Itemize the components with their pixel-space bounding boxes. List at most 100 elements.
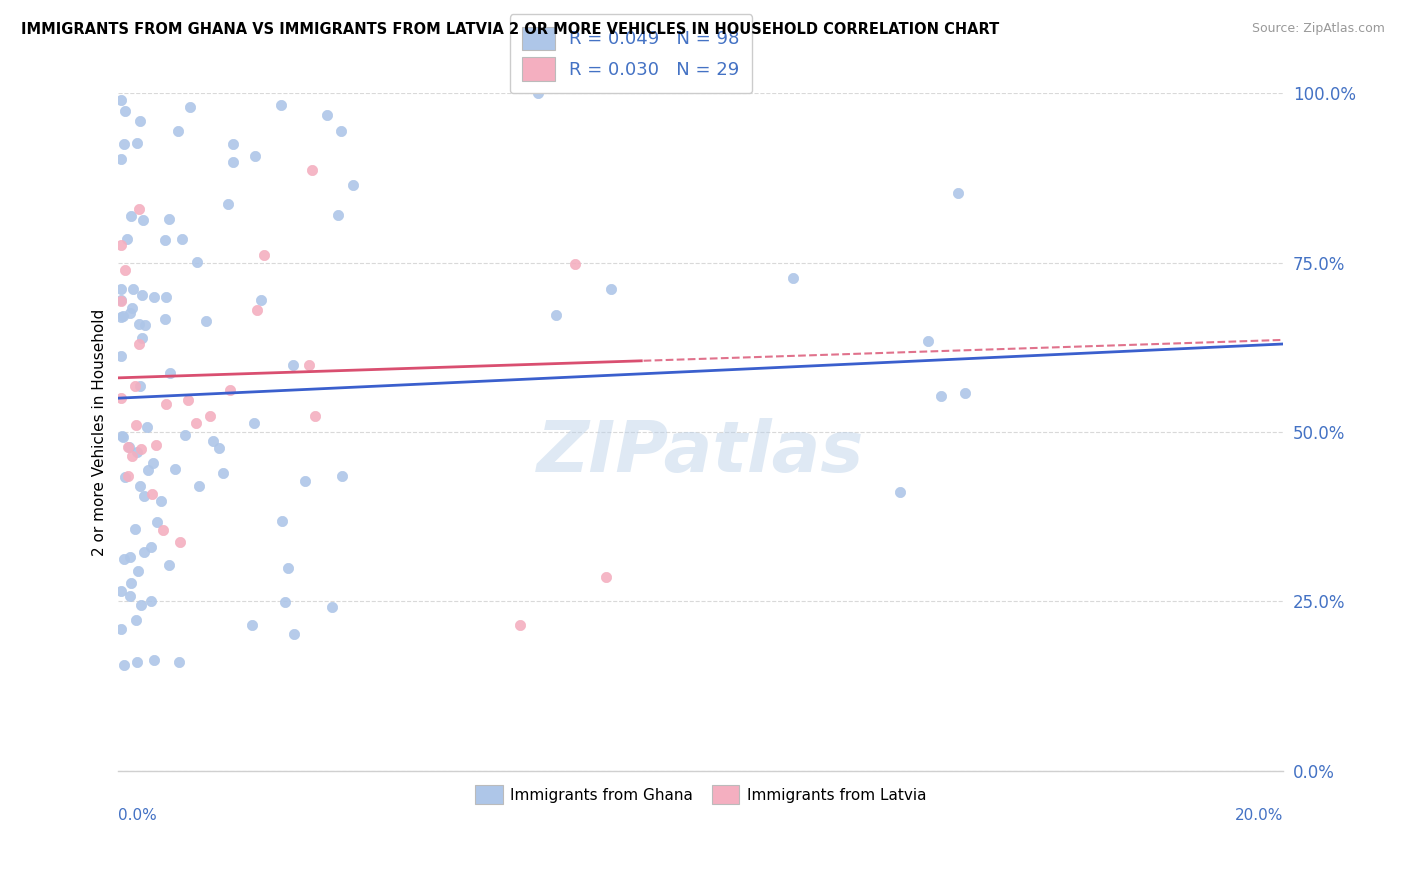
Point bbox=[129, 114, 152, 128]
Point bbox=[132, 213, 155, 227]
Point bbox=[120, 575, 142, 590]
Point bbox=[330, 123, 353, 137]
Point bbox=[110, 294, 132, 309]
Point bbox=[316, 108, 339, 122]
Point bbox=[321, 599, 343, 614]
Point bbox=[342, 178, 364, 192]
Point bbox=[195, 314, 218, 328]
Point bbox=[929, 389, 952, 403]
Point bbox=[149, 493, 172, 508]
Point bbox=[110, 310, 132, 325]
Point bbox=[110, 428, 132, 442]
Point bbox=[121, 449, 143, 463]
Point bbox=[174, 427, 197, 442]
Point bbox=[200, 409, 222, 424]
Point bbox=[129, 442, 152, 456]
Point bbox=[127, 445, 149, 459]
Point bbox=[120, 549, 142, 564]
Point bbox=[145, 438, 167, 452]
Point bbox=[115, 232, 138, 246]
Point bbox=[157, 212, 180, 227]
Point bbox=[184, 416, 207, 430]
Point bbox=[125, 656, 148, 670]
Point bbox=[135, 420, 157, 434]
Point bbox=[169, 656, 191, 670]
Point bbox=[110, 584, 132, 599]
Point bbox=[124, 522, 146, 536]
Point bbox=[159, 366, 181, 380]
Point bbox=[112, 137, 135, 152]
Point bbox=[110, 622, 132, 636]
Point bbox=[127, 136, 149, 150]
Point bbox=[131, 330, 153, 344]
Point bbox=[141, 487, 163, 501]
Point bbox=[889, 485, 911, 500]
Point bbox=[110, 293, 132, 307]
Point bbox=[330, 469, 353, 483]
Point bbox=[564, 257, 586, 271]
Point bbox=[274, 595, 297, 609]
Point bbox=[111, 430, 134, 444]
Point bbox=[153, 312, 176, 326]
Point bbox=[129, 479, 152, 493]
Point bbox=[222, 136, 245, 151]
Point bbox=[110, 282, 132, 296]
Point bbox=[270, 98, 292, 112]
Point bbox=[172, 232, 194, 246]
Point bbox=[243, 416, 266, 430]
Point bbox=[121, 282, 143, 296]
Point bbox=[110, 237, 132, 252]
Point bbox=[129, 599, 152, 613]
Point bbox=[271, 515, 294, 529]
Point bbox=[222, 155, 245, 169]
Point bbox=[166, 124, 188, 138]
Point bbox=[527, 87, 550, 101]
Text: 20.0%: 20.0% bbox=[1234, 808, 1284, 823]
Point bbox=[110, 391, 132, 405]
Point bbox=[202, 434, 225, 448]
Point bbox=[217, 197, 239, 211]
Point bbox=[125, 613, 148, 627]
Point bbox=[134, 490, 156, 504]
Point bbox=[114, 104, 136, 119]
Point bbox=[117, 468, 139, 483]
Point bbox=[782, 270, 804, 285]
Point bbox=[146, 515, 169, 529]
Point bbox=[212, 466, 235, 480]
Point bbox=[544, 309, 567, 323]
Point bbox=[179, 100, 201, 114]
Point bbox=[153, 233, 176, 247]
Point bbox=[120, 589, 142, 603]
Point bbox=[110, 349, 132, 363]
Point bbox=[111, 309, 134, 323]
Point bbox=[127, 564, 149, 578]
Point bbox=[509, 618, 531, 632]
Point bbox=[298, 358, 321, 372]
Point bbox=[245, 302, 267, 317]
Point bbox=[301, 163, 323, 178]
Point bbox=[112, 551, 135, 566]
Point bbox=[139, 540, 162, 554]
Point bbox=[118, 306, 141, 320]
Point bbox=[277, 561, 299, 575]
Point bbox=[136, 463, 159, 477]
Point bbox=[117, 440, 139, 454]
Point bbox=[120, 209, 142, 223]
Point bbox=[155, 397, 177, 411]
Point bbox=[188, 479, 211, 493]
Point bbox=[208, 442, 231, 456]
Point bbox=[112, 658, 135, 673]
Point bbox=[129, 378, 152, 392]
Point bbox=[128, 318, 150, 332]
Point bbox=[946, 186, 969, 200]
Point bbox=[294, 474, 316, 488]
Point bbox=[169, 535, 191, 549]
Point bbox=[595, 570, 617, 584]
Point bbox=[249, 293, 271, 308]
Point bbox=[143, 653, 166, 667]
Point bbox=[304, 409, 326, 423]
Text: Source: ZipAtlas.com: Source: ZipAtlas.com bbox=[1251, 22, 1385, 36]
Point bbox=[953, 385, 976, 400]
Point bbox=[281, 358, 304, 372]
Point bbox=[114, 262, 136, 277]
